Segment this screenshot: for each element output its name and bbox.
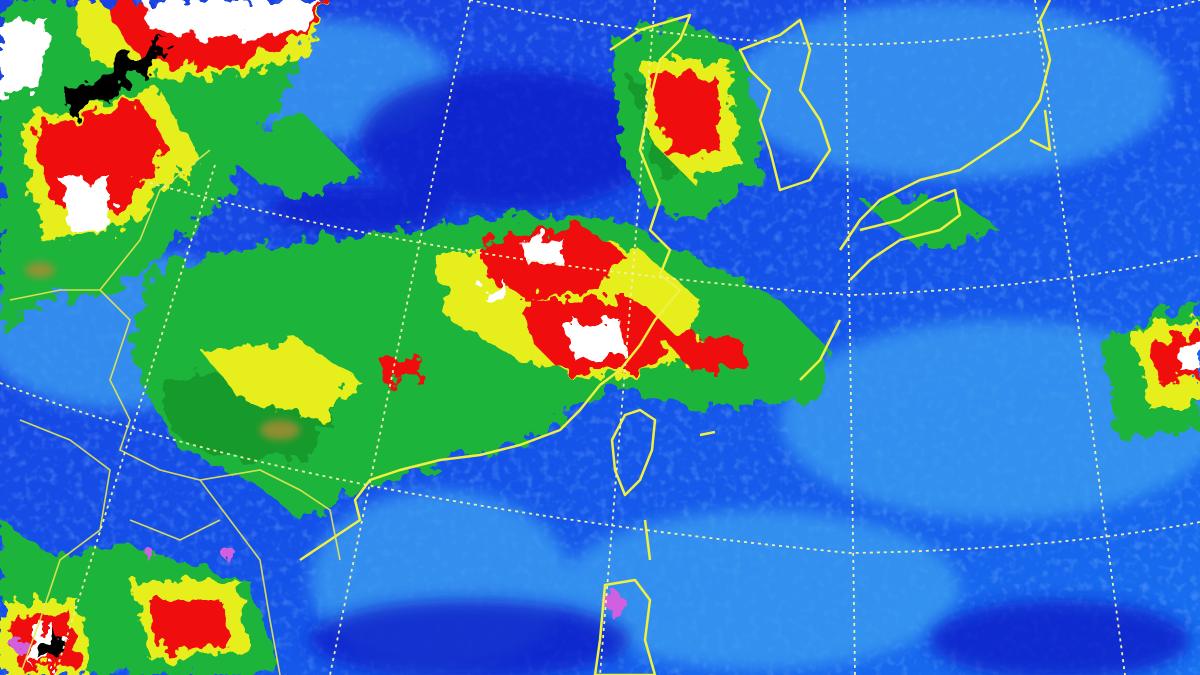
cold-spot bbox=[40, 635, 62, 662]
extreme-spot bbox=[143, 547, 153, 559]
longitude-line bbox=[844, 0, 856, 675]
deep-clear-area bbox=[270, 70, 1190, 675]
longitude-line bbox=[599, 0, 656, 675]
extreme-spot bbox=[12, 637, 28, 653]
latitude-line bbox=[0, 382, 1200, 554]
longitude-line bbox=[329, 0, 471, 675]
coldest-top-layer bbox=[12, 40, 623, 662]
latitude-line bbox=[469, 0, 1200, 46]
latitude-line bbox=[149, 182, 1200, 296]
longitude-line bbox=[54, 164, 216, 675]
korea-coast bbox=[738, 18, 832, 192]
longitude-line bbox=[1034, 0, 1126, 675]
taiwan-coast bbox=[610, 408, 657, 497]
extreme-spot bbox=[221, 547, 235, 559]
ryukyu-islands bbox=[643, 319, 842, 561]
coastlines bbox=[299, 0, 1052, 675]
land-borders bbox=[9, 149, 341, 675]
cold-band bbox=[60, 40, 170, 115]
luzon-coast bbox=[593, 578, 657, 675]
china-coast bbox=[299, 13, 692, 562]
japan-coast bbox=[838, 0, 1052, 281]
extreme-spot bbox=[607, 591, 623, 619]
brown-tone-area bbox=[25, 262, 300, 440]
